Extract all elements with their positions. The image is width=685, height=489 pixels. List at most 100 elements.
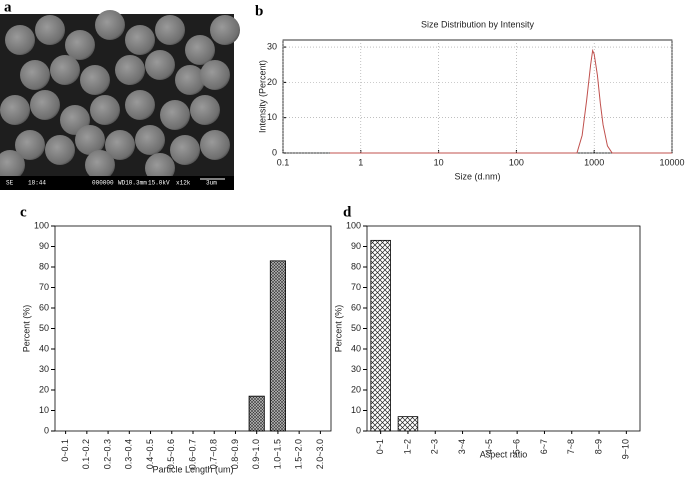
plot-frame: [282, 39, 673, 154]
y-tick-label: 20: [267, 77, 277, 87]
caption-text: SE: [6, 180, 14, 187]
y-tick-label: 90: [39, 241, 49, 251]
sphere: [90, 95, 120, 125]
x-axis-label: Particle Length (um): [152, 464, 233, 474]
x-tick-label: 100: [509, 157, 524, 167]
x-tick-label: 6~7: [539, 439, 549, 454]
plot-frame: [54, 225, 332, 432]
sphere: [5, 25, 35, 55]
x-tick-label: 10000: [659, 157, 684, 167]
x-tick-label: 3~4: [457, 439, 467, 454]
sphere: [75, 125, 105, 155]
y-tick-label: 70: [351, 282, 361, 292]
y-tick-label: 10: [351, 405, 361, 415]
caption-text: x12k: [176, 180, 191, 187]
x-tick-label: 0.9~1.0: [251, 439, 261, 469]
x-tick-label: 0.3~0.4: [124, 439, 134, 469]
sphere: [200, 60, 230, 90]
bar: [370, 239, 391, 432]
x-tick-label: 1.5~2.0: [294, 439, 304, 469]
y-axis-label: Percent (%): [333, 305, 343, 353]
sphere: [115, 55, 145, 85]
sphere: [95, 10, 125, 40]
y-tick-label: 40: [351, 343, 361, 353]
sphere: [210, 15, 240, 45]
y-tick-label: 60: [39, 302, 49, 312]
x-tick-label: 9~10: [621, 439, 631, 459]
y-tick-label: 70: [39, 282, 49, 292]
sphere: [80, 65, 110, 95]
sphere: [0, 95, 30, 125]
x-tick-label: 7~8: [566, 439, 576, 454]
x-tick-label: 4~5: [484, 439, 494, 454]
sphere: [155, 15, 185, 45]
x-tick-label: 8~9: [593, 439, 603, 454]
sphere: [35, 15, 65, 45]
y-tick-label: 50: [39, 323, 49, 333]
x-tick-label: 0.4~0.5: [145, 439, 155, 469]
y-tick-label: 20: [39, 384, 49, 394]
y-tick-label: 20: [351, 384, 361, 394]
sphere: [200, 130, 230, 160]
x-tick-label: 0.5~0.6: [166, 439, 176, 469]
sphere: [15, 130, 45, 160]
x-tick-label: 0~0.1: [60, 439, 70, 462]
y-tick-label: 30: [351, 364, 361, 374]
caption-bar: [0, 176, 234, 190]
sphere: [0, 150, 25, 180]
panel-label: a: [4, 0, 12, 15]
bar: [269, 260, 286, 432]
x-tick-label: 2~3: [430, 439, 440, 454]
sphere: [160, 100, 190, 130]
y-tick-label: 10: [39, 405, 49, 415]
x-tick-label: 0.1~0.2: [81, 439, 91, 469]
sphere: [175, 65, 205, 95]
y-tick-label: 40: [39, 343, 49, 353]
sphere: [45, 135, 75, 165]
sphere: [135, 125, 165, 155]
x-tick-label: 1000: [584, 157, 604, 167]
sem-image: SE 18:44 000000 WD10.3mm 15.0kV x12k 3um: [0, 10, 240, 190]
plot-frame: [366, 225, 641, 432]
sphere: [145, 153, 175, 183]
y-tick-label: 10: [267, 112, 277, 122]
caption-text: 15.0kV: [148, 180, 170, 187]
sphere: [105, 130, 135, 160]
sphere: [185, 35, 215, 65]
y-axis-label: Intensity (Percent): [257, 60, 267, 133]
x-tick-label: 0.8~0.9: [230, 439, 240, 469]
y-tick-label: 100: [34, 220, 49, 230]
y-tick-label: 0: [44, 425, 49, 435]
x-tick-label: 10: [434, 157, 444, 167]
y-tick-label: 80: [39, 261, 49, 271]
sphere: [30, 90, 60, 120]
sphere: [145, 50, 175, 80]
x-tick-label: 0.1: [277, 157, 290, 167]
y-tick-label: 100: [346, 220, 361, 230]
sphere: [125, 90, 155, 120]
panel-label: b: [255, 3, 263, 19]
sphere: [170, 135, 200, 165]
x-tick-label: 1: [358, 157, 363, 167]
y-tick-label: 30: [267, 41, 277, 51]
y-tick-label: 60: [351, 302, 361, 312]
sphere: [65, 30, 95, 60]
caption-text: 3um: [206, 180, 217, 187]
panel-label: d: [343, 204, 352, 220]
x-axis-label: Aspect ratio: [480, 449, 528, 459]
bar: [248, 395, 265, 432]
sphere: [50, 55, 80, 85]
x-tick-label: 0.6~0.7: [187, 439, 197, 469]
caption-text: WD10.3mm: [118, 180, 147, 187]
x-tick-label: 2.0~3.0: [315, 439, 325, 469]
caption-text: 000000: [92, 180, 114, 187]
sphere: [125, 25, 155, 55]
x-tick-label: 0.7~0.8: [209, 439, 219, 469]
sphere: [190, 95, 220, 125]
x-tick-label: 0.2~0.3: [102, 439, 112, 469]
line-series: [329, 48, 672, 154]
y-tick-label: 80: [351, 261, 361, 271]
x-tick-label: 1.0~1.5: [272, 439, 282, 469]
panel-label: c: [20, 204, 27, 220]
